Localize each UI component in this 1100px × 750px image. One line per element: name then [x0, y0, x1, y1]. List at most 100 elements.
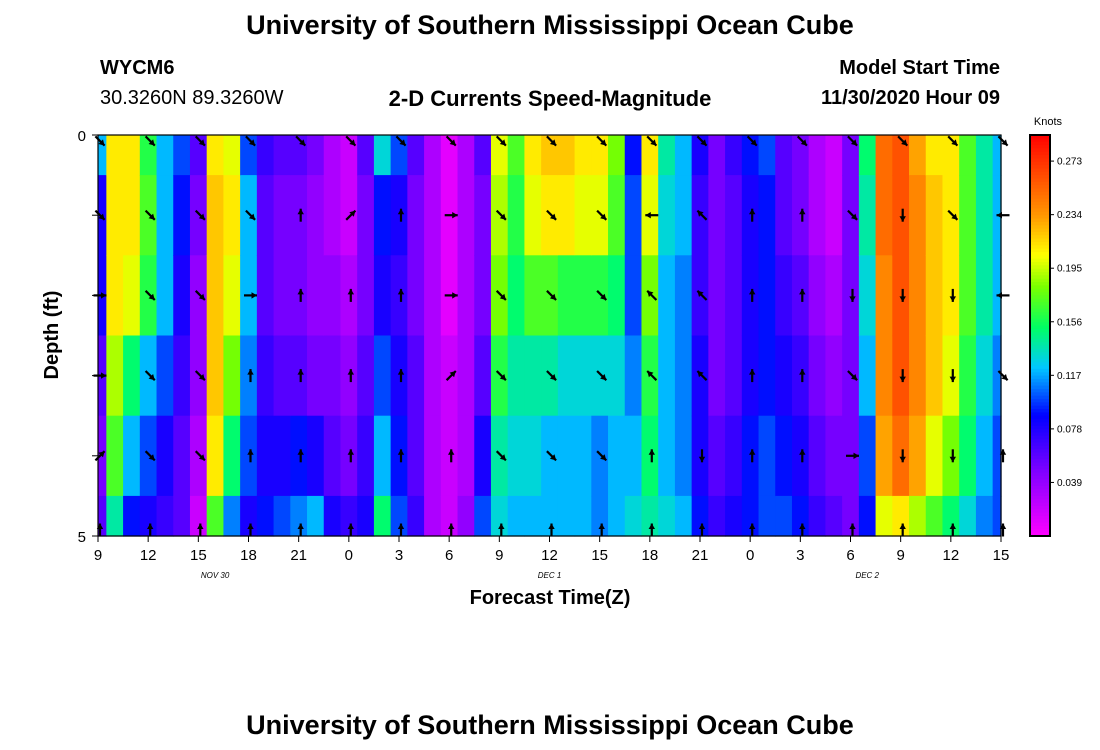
heatmap-cell — [189, 335, 208, 417]
current-arrow — [646, 135, 658, 147]
x-tick-label: 9 — [495, 547, 503, 564]
current-arrow — [648, 449, 655, 463]
heatmap-cell — [98, 495, 107, 537]
current-arrow — [598, 523, 605, 537]
colorbar-segment — [1030, 472, 1050, 477]
arrow-head — [697, 290, 704, 297]
current-arrow — [749, 288, 756, 302]
arrow-head — [148, 213, 155, 220]
y-axis-ticks: 05 — [78, 128, 98, 546]
heatmap-cell — [189, 415, 208, 497]
colorbar-segment — [1030, 272, 1050, 276]
heatmap-cell — [658, 335, 676, 417]
x-tick-label: 12 — [942, 547, 959, 564]
heatmap-cell — [574, 175, 592, 256]
current-arrow — [144, 209, 156, 221]
heatmap-cell — [357, 335, 375, 417]
heatmap-cell — [223, 415, 241, 497]
heatmap-cell — [608, 495, 626, 537]
colorbar-segment — [1030, 288, 1050, 293]
heatmap-cell — [892, 175, 910, 256]
colorbar-segment — [1030, 519, 1050, 524]
heatmap-cell — [674, 255, 693, 337]
heatmap-cell — [407, 335, 425, 417]
current-arrow — [144, 290, 156, 301]
heatmap-cell — [708, 175, 726, 256]
heatmap-cell — [975, 175, 994, 256]
heatmap-cell — [909, 415, 927, 497]
current-arrow — [448, 523, 455, 537]
heatmap-cell — [424, 255, 442, 337]
heatmap-cell — [641, 495, 659, 537]
heatmap-cell — [842, 175, 860, 256]
current-arrow — [596, 370, 608, 381]
heatmap-cell — [959, 415, 977, 497]
heatmap-cell — [357, 495, 375, 537]
heatmap-cell — [741, 255, 760, 337]
arrow-head — [700, 139, 707, 146]
heatmap-cell — [875, 495, 893, 537]
heatmap-cell — [407, 255, 425, 337]
heatmap-cell — [240, 135, 258, 176]
arrow-head — [399, 139, 406, 146]
heatmap-cell — [641, 135, 659, 176]
heatmap-cell — [189, 135, 208, 176]
colorbar-segment — [1030, 275, 1050, 280]
colorbar-segment — [1030, 175, 1050, 180]
arrow-head — [247, 369, 254, 375]
heatmap-cell — [557, 175, 576, 256]
heatmap-cell — [608, 255, 626, 337]
heatmap-cell — [507, 175, 526, 256]
heatmap-cell — [139, 255, 158, 337]
colorbar-segment — [1030, 231, 1050, 236]
current-arrow — [698, 449, 706, 463]
arrow-head — [297, 288, 304, 295]
heatmap-cell — [758, 415, 776, 497]
heatmap-cell — [490, 255, 509, 337]
heatmap-cell — [273, 495, 291, 537]
colorbar-segment — [1030, 258, 1050, 263]
heatmap-cell — [808, 415, 827, 497]
arrow-head — [148, 454, 155, 461]
colorbar-segment — [1030, 382, 1050, 387]
heatmap-cell — [909, 255, 927, 337]
arrow-head — [698, 523, 706, 529]
heatmap-cell — [173, 135, 191, 176]
heatmap-cell — [357, 175, 375, 256]
arrow-head — [499, 454, 506, 461]
arrow-head — [247, 449, 254, 455]
arrow-head — [650, 139, 657, 146]
current-arrow — [297, 288, 304, 302]
colorbar-segment — [1030, 502, 1050, 507]
heatmap-cell — [708, 335, 726, 417]
current-arrow — [648, 523, 655, 537]
heatmap-cell — [123, 495, 141, 537]
y-tick-label: 0 — [78, 128, 86, 145]
colorbar-segment — [1030, 449, 1050, 454]
colorbar-tick-label: 0.117 — [1057, 371, 1082, 382]
current-arrow — [297, 208, 304, 222]
current-arrow — [847, 209, 858, 221]
heatmap-cell — [842, 255, 860, 337]
heatmap-cell — [440, 415, 459, 497]
heatmap-cell — [624, 175, 643, 256]
x-tick-label: 6 — [846, 547, 854, 564]
colorbar-segment — [1030, 512, 1050, 517]
heatmap-cell — [992, 495, 1002, 537]
heatmap-cell — [357, 255, 375, 337]
colorbar-segment — [1030, 405, 1050, 410]
current-arrow — [847, 370, 858, 381]
heatmap-cell — [942, 495, 960, 537]
colorbar-tick-label: 0.078 — [1057, 424, 1082, 435]
arrow-head — [899, 456, 906, 463]
arrow-head — [148, 293, 155, 300]
arrow-head — [949, 376, 956, 383]
model-start-time: 11/30/2020 Hour 09 — [820, 87, 1000, 109]
arrow-head — [600, 293, 607, 300]
arrow-head — [297, 208, 304, 215]
current-arrow — [247, 369, 254, 383]
x-tick-label: 12 — [140, 547, 157, 564]
heatmap-cell — [641, 415, 659, 497]
current-arrow — [397, 369, 405, 383]
heatmap-cell — [808, 175, 827, 256]
